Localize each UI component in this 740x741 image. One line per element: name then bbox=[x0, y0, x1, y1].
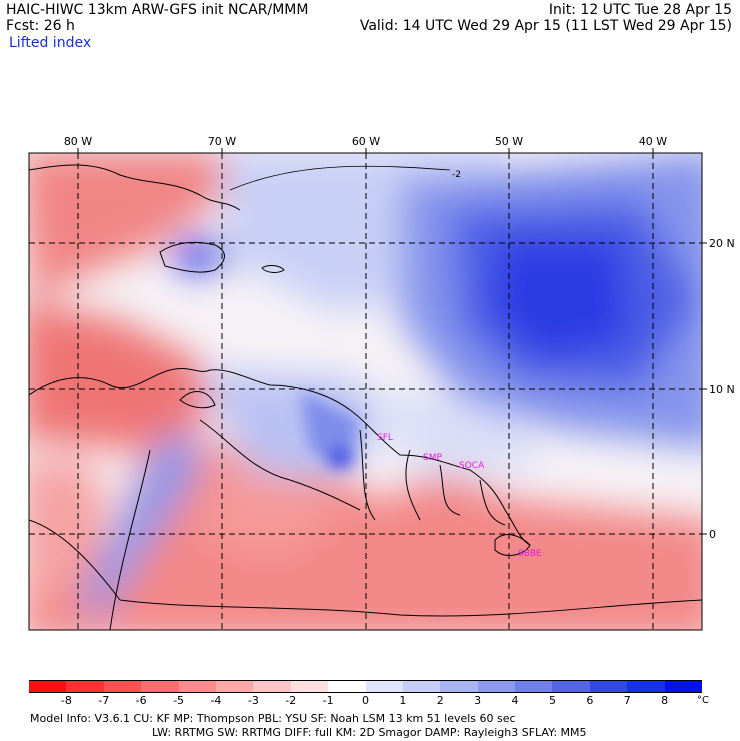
colorbar-cell bbox=[253, 680, 292, 693]
guianas-borders bbox=[359, 429, 506, 526]
colorbar-cell bbox=[552, 680, 591, 693]
colorbar-cell bbox=[664, 680, 703, 693]
colorbar-label: -7 bbox=[98, 694, 110, 707]
colorbar-label: -3 bbox=[247, 694, 259, 707]
chart-title: HAIC-HIWC 13km ARW-GFS init NCAR/MMM bbox=[6, 2, 309, 18]
colorbar-label: 7 bbox=[623, 694, 631, 707]
colorbar-cell bbox=[141, 680, 180, 693]
axis-ticks bbox=[77, 148, 707, 535]
colorbar-label: -8 bbox=[60, 694, 72, 707]
lake-maracaibo-outline bbox=[179, 391, 216, 409]
lon-label-50w: 50 W bbox=[495, 135, 523, 148]
colorbar-cell bbox=[440, 680, 479, 693]
contour-label: -2 bbox=[452, 170, 461, 180]
model-info-line1: Model Info: V3.6.1 CU: KF MP: Thompson P… bbox=[30, 712, 516, 725]
station-sbbe: SBBE bbox=[518, 549, 542, 559]
colombia-borders bbox=[29, 449, 151, 630]
hispaniola-outline bbox=[159, 241, 225, 273]
map-field bbox=[29, 153, 702, 630]
colorbar-cell bbox=[627, 680, 666, 693]
colorbar-unit: °C bbox=[697, 695, 709, 706]
coastlines bbox=[29, 164, 702, 630]
colorbar-cell bbox=[66, 680, 105, 693]
amazon-contour bbox=[119, 599, 702, 617]
init-time: Init: 12 UTC Tue 28 Apr 15 bbox=[548, 2, 732, 18]
colorbar-cell bbox=[215, 680, 254, 693]
station-sfl: SFL bbox=[377, 433, 393, 443]
lat-label-10n: 10 N bbox=[709, 383, 735, 396]
colorbar-label: -6 bbox=[135, 694, 147, 707]
colorbar-cell bbox=[103, 680, 142, 693]
colorbar-cell bbox=[178, 680, 217, 693]
venezuela-border bbox=[199, 419, 361, 511]
colorbar-cell bbox=[589, 680, 628, 693]
colorbar-label: 6 bbox=[586, 694, 594, 707]
colorbar-label: 2 bbox=[436, 694, 444, 707]
colorbar-label: -2 bbox=[285, 694, 297, 707]
field-name: Lifted index bbox=[9, 35, 92, 51]
contour-line bbox=[229, 165, 451, 191]
colorbar-cell bbox=[365, 680, 404, 693]
colorbar-cell bbox=[477, 680, 516, 693]
station-labels: SFL SMP SOCA SBBE bbox=[377, 433, 542, 559]
colorbar-cell bbox=[29, 680, 67, 693]
south-america-coast bbox=[29, 368, 531, 546]
colorbar-cell bbox=[402, 680, 441, 693]
valid-time: Valid: 14 UTC Wed 29 Apr 15 (11 LST Wed … bbox=[359, 18, 732, 34]
lat-label-20n: 20 N bbox=[709, 237, 735, 250]
station-soca: SOCA bbox=[459, 461, 485, 471]
forecast-hour: Fcst: 26 h bbox=[6, 18, 75, 34]
colorbar-label: 1 bbox=[399, 694, 407, 707]
cuba-outline bbox=[29, 164, 241, 211]
colorbar-label: 8 bbox=[661, 694, 669, 707]
colorbar-label: 4 bbox=[511, 694, 519, 707]
puerto-rico-outline bbox=[261, 265, 285, 273]
marajo-outline bbox=[494, 534, 531, 556]
lon-label-40w: 40 W bbox=[639, 135, 667, 148]
lat-lon-grid bbox=[29, 153, 702, 630]
colorbar-label: -1 bbox=[322, 694, 334, 707]
axis-labels: 80 W 70 W 60 W 50 W 40 W 20 N 10 N 0 bbox=[64, 135, 735, 541]
lon-label-70w: 70 W bbox=[208, 135, 236, 148]
colorbar-label: 3 bbox=[474, 694, 482, 707]
lon-label-60w: 60 W bbox=[352, 135, 380, 148]
colorbar-label: -4 bbox=[210, 694, 222, 707]
colorbar-cell bbox=[328, 680, 366, 693]
colorbar-label: 0 bbox=[362, 694, 369, 707]
model-info-line2: LW: RRTMG SW: RRTMG DIFF: full KM: 2D Sm… bbox=[152, 726, 587, 739]
colorbar-label: 5 bbox=[548, 694, 556, 707]
colorbar-cell bbox=[290, 680, 329, 693]
lon-label-80w: 80 W bbox=[64, 135, 92, 148]
lat-label-0: 0 bbox=[709, 528, 716, 541]
colorbar-cell bbox=[515, 680, 553, 693]
station-smp: SMP bbox=[423, 453, 442, 463]
colorbar-label: -5 bbox=[173, 694, 185, 707]
